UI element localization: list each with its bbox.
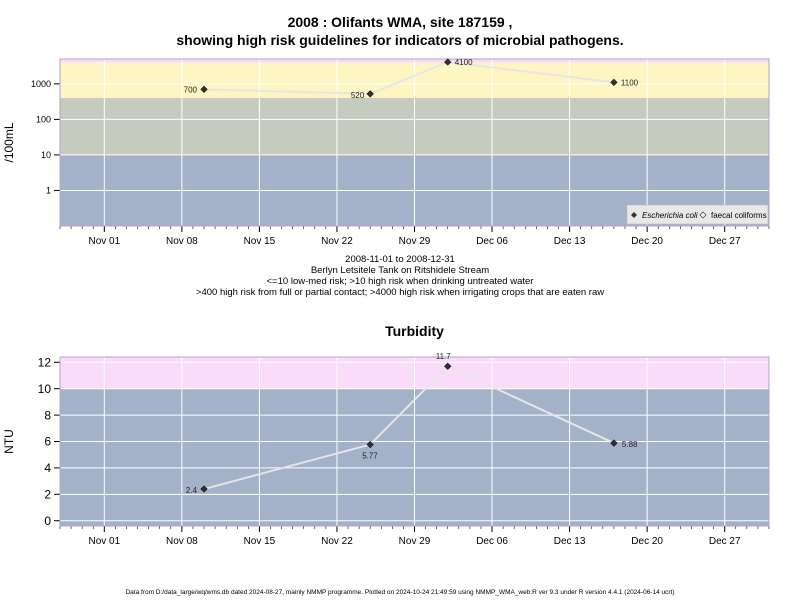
chart-title-line-1: 2008 : Olifants WMA, site 187159 , bbox=[287, 14, 513, 30]
footer-source-note: Data from D:/data_large/wq/wms.db dated … bbox=[125, 589, 675, 596]
legend-marker-faecal bbox=[699, 211, 707, 219]
data-point bbox=[444, 362, 452, 370]
pathogen-chart: Nov 01 Nov 08 Nov 15 Nov 22 Nov 29 Dec 06 Dec … bbox=[2, 58, 770, 247]
y-tick-label: 6 bbox=[44, 435, 51, 449]
x-tick-label: Nov 01 bbox=[88, 236, 120, 247]
legend-label-faecal: faecal coliforms bbox=[711, 211, 767, 220]
data-label: 2.4 bbox=[186, 486, 198, 495]
x-tick-label: Dec 20 bbox=[631, 536, 663, 547]
x-tick-label: Nov 15 bbox=[244, 236, 276, 247]
data-point bbox=[444, 58, 452, 66]
y-tick-label: 10 bbox=[41, 150, 51, 160]
y-tick-label: 8 bbox=[44, 408, 51, 422]
y-tick-label: 12 bbox=[38, 355, 52, 369]
x-tick-label: Nov 29 bbox=[399, 236, 431, 247]
caption-contact-guideline: >400 high risk from full or partial cont… bbox=[195, 287, 605, 298]
x-tick-label: Dec 20 bbox=[631, 236, 663, 247]
data-point bbox=[200, 85, 208, 93]
legend-marker-ecoli bbox=[631, 212, 637, 218]
data-point bbox=[610, 439, 618, 447]
y-tick-label: 0 bbox=[44, 514, 51, 528]
data-point bbox=[366, 90, 374, 98]
series-line bbox=[203, 61, 615, 95]
data-label: 4100 bbox=[455, 58, 473, 67]
data-point bbox=[200, 485, 208, 493]
y-tick-label: 2 bbox=[44, 488, 51, 502]
x-tick-label: Nov 29 bbox=[399, 536, 431, 547]
caption-drinking-guideline: <=10 low-med risk; >10 high risk when dr… bbox=[266, 276, 534, 287]
data-label: 11.7 bbox=[436, 352, 452, 361]
data-point bbox=[366, 440, 374, 449]
y-tick-label: 10 bbox=[38, 382, 52, 396]
x-tick-label: Nov 08 bbox=[166, 536, 198, 547]
data-label: 520 bbox=[351, 91, 365, 100]
y-axis-label: /100mL bbox=[2, 122, 16, 162]
data-label: 5.88 bbox=[622, 440, 638, 449]
x-tick-label: Nov 01 bbox=[88, 536, 120, 547]
caption-date-range: 2008-11-01 to 2008-12-31 bbox=[345, 254, 455, 265]
plot-frame bbox=[59, 356, 770, 527]
x-tick-label: Dec 27 bbox=[709, 236, 741, 247]
x-tick-label: Nov 22 bbox=[321, 536, 353, 547]
x-tick-label: Dec 13 bbox=[554, 536, 586, 547]
y-tick-label: 100 bbox=[36, 115, 51, 125]
x-tick-label: Nov 15 bbox=[244, 536, 276, 547]
legend-label-ecoli: Escherichia coli bbox=[642, 211, 698, 220]
x-tick-label: Dec 06 bbox=[476, 536, 508, 547]
series-line bbox=[203, 365, 615, 490]
caption-site-name: Berlyn Letsitele Tank on Ritshidele Stre… bbox=[310, 265, 490, 276]
y-tick-label: 1000 bbox=[31, 79, 51, 89]
y-axis-label: NTU bbox=[2, 429, 16, 454]
x-tick-label: Nov 08 bbox=[166, 236, 198, 247]
x-tick-label: Dec 27 bbox=[709, 536, 741, 547]
y-tick-label: 4 bbox=[44, 461, 51, 475]
x-tick-label: Dec 06 bbox=[476, 236, 508, 247]
x-tick-label: Dec 13 bbox=[554, 236, 586, 247]
x-tick-label: Nov 22 bbox=[321, 236, 353, 247]
data-label: 1100 bbox=[621, 78, 639, 87]
y-tick-label: 1 bbox=[46, 186, 51, 196]
plot-frame bbox=[59, 58, 770, 227]
data-label: 700 bbox=[184, 85, 198, 94]
data-point bbox=[610, 78, 618, 86]
data-label: 5.77 bbox=[362, 452, 378, 461]
chart-title: Turbidity bbox=[385, 323, 444, 339]
chart-title-line-2: showing high risk guidelines for indicat… bbox=[176, 32, 624, 48]
legend-box bbox=[626, 204, 769, 225]
